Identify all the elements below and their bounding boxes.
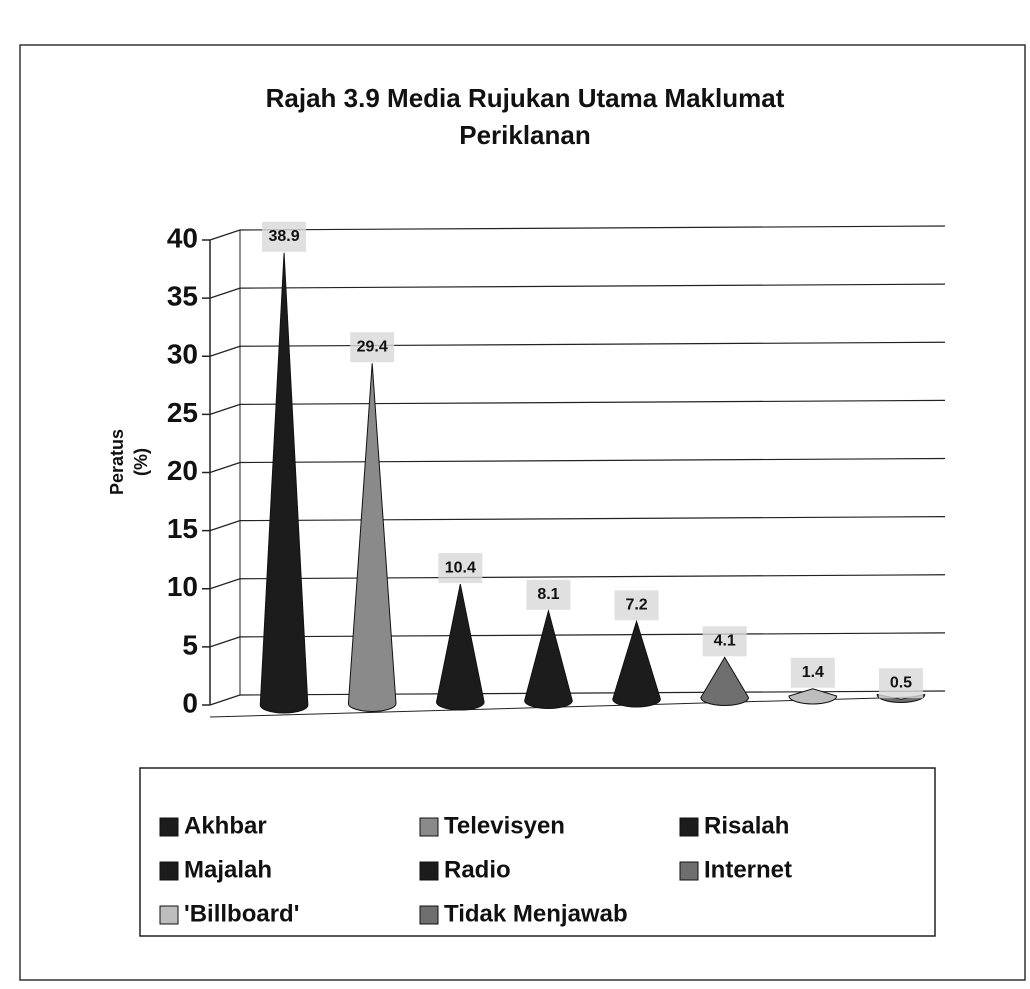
- grid-line: [209, 345, 241, 357]
- chart-title: Periklanan: [459, 120, 591, 150]
- data-label: 7.2: [625, 597, 647, 614]
- legend-label: Radio: [444, 856, 511, 883]
- grid-line: [239, 457, 946, 464]
- data-label-bg: [350, 332, 395, 363]
- grid-line: [209, 461, 241, 474]
- y-axis-label: (%): [131, 448, 151, 476]
- legend-label: Televisyen: [444, 812, 565, 839]
- y-tick-label: 40: [167, 222, 198, 253]
- grid-line: [239, 225, 946, 231]
- grid-line: [209, 694, 241, 706]
- y-tick-label: 20: [167, 455, 198, 486]
- y-tick-label: 25: [167, 397, 198, 428]
- grid-line: [209, 287, 241, 299]
- y-tick-label: 10: [167, 571, 198, 602]
- grid-line: [209, 636, 241, 648]
- cone: [524, 608, 573, 709]
- legend-swatch: [419, 817, 439, 837]
- legend-label: Internet: [704, 856, 792, 883]
- data-label: 10.4: [445, 559, 476, 576]
- cone: [700, 656, 749, 706]
- data-label-bg: [438, 553, 483, 584]
- data-label-bg: [702, 626, 747, 657]
- legend-label: Akhbar: [184, 812, 267, 839]
- y-tick-label: 5: [182, 629, 198, 660]
- legend-label: Majalah: [184, 856, 272, 883]
- grid-line: [239, 399, 946, 405]
- data-label-bg: [526, 579, 571, 610]
- grid-line: [239, 283, 946, 289]
- grid-line: [239, 516, 946, 522]
- grid-line: [209, 229, 241, 241]
- cone: [436, 584, 485, 711]
- legend-swatch: [159, 861, 179, 881]
- legend-label: 'Billboard': [184, 900, 299, 927]
- legend-swatch: [159, 817, 179, 837]
- data-label: 8.1: [537, 586, 559, 603]
- cone: [259, 252, 309, 714]
- data-label-bg: [878, 668, 923, 699]
- legend-swatch: [419, 861, 439, 881]
- cone: [612, 619, 661, 708]
- data-label: 29.4: [357, 338, 388, 355]
- data-label-bg: [614, 590, 659, 621]
- data-label: 4.1: [714, 633, 736, 650]
- y-tick-label: 35: [167, 281, 198, 312]
- data-label-bg: [790, 657, 835, 688]
- legend-swatch: [159, 905, 179, 925]
- cone: [347, 363, 397, 712]
- data-label: 38.9: [268, 228, 299, 245]
- legend-swatch: [679, 817, 699, 837]
- chart-title: Rajah 3.9 Media Rujukan Utama Maklumat: [266, 83, 785, 113]
- legend-box: [139, 767, 936, 937]
- legend-swatch: [419, 905, 439, 925]
- y-tick-label: 15: [167, 513, 198, 544]
- data-label: 0.5: [890, 674, 912, 691]
- legend-label: Risalah: [704, 812, 789, 839]
- legend-swatch: [679, 861, 699, 881]
- grid-line: [209, 403, 241, 415]
- cone: [788, 688, 838, 705]
- legend-label: Tidak Menjawab: [444, 900, 628, 927]
- data-label: 1.4: [802, 664, 824, 681]
- grid-line: [209, 578, 241, 590]
- grid-line: [209, 520, 241, 532]
- y-axis-label: Peratus: [107, 429, 127, 495]
- y-tick-label: 30: [167, 339, 198, 370]
- data-label-bg: [262, 221, 307, 252]
- y-tick-label: 0: [182, 687, 198, 718]
